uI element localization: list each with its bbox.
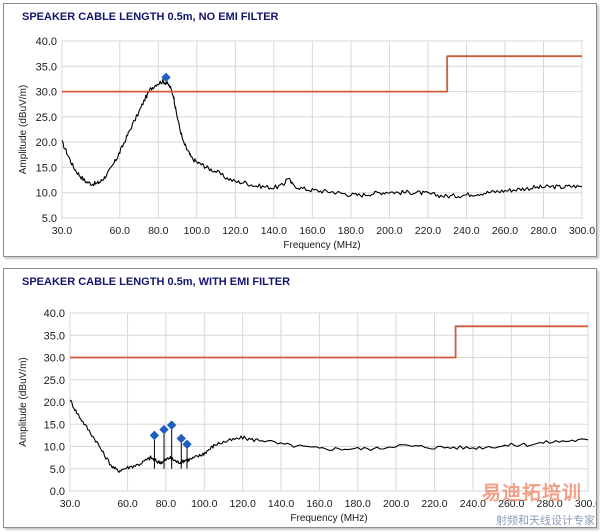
y-tick-label: 30.0 [44, 353, 65, 365]
chart-with-filter: 0.0 5.0 10.0 15.0 20.0 25.0 30.0 35.0 40.0 30.0 60… [18, 308, 596, 524]
y-tick-label: 20.0 [44, 397, 65, 409]
x-tick-label: 300.0 [575, 498, 596, 510]
x-tick-label: 80.0 [156, 498, 177, 510]
y-tick-label: 0.0 [50, 486, 65, 498]
limit-line [70, 325, 588, 359]
y-tick-label: 15.0 [44, 419, 65, 431]
y-tick-label: 10.0 [44, 442, 65, 454]
x-tick-label: 160.0 [306, 498, 332, 510]
y-tick-label: 20.0 [36, 137, 57, 149]
chart-panel-no-filter: SPEAKER CABLE LENGTH 0.5m, NO EMI FILTER… [3, 3, 597, 257]
x-axis-label: Frequency (MHz) [283, 240, 360, 251]
y-tick-label: 40.0 [44, 308, 65, 320]
peak-marker [161, 72, 171, 83]
limit-line [62, 55, 582, 93]
y-tick-label: 35.0 [44, 330, 65, 342]
x-tick-label: 120.0 [230, 498, 256, 510]
y-tick-label: 35.0 [36, 61, 57, 73]
y-tick-label: 30.0 [36, 87, 57, 99]
chart-panel-with-filter: SPEAKER CABLE LENGTH 0.5m, WITH EMI FILT… [3, 268, 597, 528]
watermark-text: 易迪拓培训 [481, 483, 582, 504]
x-tick-label: 200.0 [383, 498, 409, 510]
peak-marker [182, 439, 192, 449]
x-tick-label: 300.0 [569, 225, 595, 237]
x-tick-label: 260.0 [498, 498, 524, 510]
peak-marker [176, 433, 186, 444]
chart-title: SPEAKER CABLE LENGTH 0.5m, NO EMI FILTER [22, 11, 279, 23]
chart-title: SPEAKER CABLE LENGTH 0.5m, WITH EMI FILT… [22, 276, 291, 288]
peak-marker [166, 420, 177, 430]
x-tick-label: 240.0 [460, 498, 486, 510]
y-tick-label: 25.0 [36, 112, 57, 124]
y-axis-label: Amplitude (dBuV/m) [18, 85, 29, 174]
measured-line [69, 399, 589, 473]
x-tick-label: 100.0 [191, 498, 217, 510]
x-tick-label: 180.0 [338, 225, 364, 237]
x-tick-label: 240.0 [453, 225, 479, 237]
y-tick-label: 5.0 [50, 464, 65, 476]
watermark-subtext: 射频和天线设计专家 [496, 515, 595, 527]
y-axis-label: Amplitude (dBuV/m) [18, 357, 29, 446]
y-tick-label: 10.0 [36, 188, 57, 200]
x-tick-label: 140.0 [261, 225, 287, 237]
y-tick-label: 40.0 [36, 36, 57, 48]
x-tick-label: 180.0 [345, 498, 371, 510]
y-tick-label: 15.0 [36, 162, 57, 174]
peak-marker [149, 430, 160, 441]
x-tick-label: 260.0 [492, 225, 518, 237]
x-tick-label: 160.0 [299, 225, 325, 237]
chart-no-filter: 5.0 10.0 15.0 20.0 25.0 30.0 35.0 40.0 30.0 60.0 8… [18, 36, 595, 251]
x-tick-label: 100.0 [184, 225, 210, 237]
x-tick-label: 220.0 [415, 225, 441, 237]
x-tick-label: 220.0 [421, 498, 447, 510]
x-tick-label: 140.0 [268, 498, 294, 510]
x-tick-label: 30.0 [60, 498, 81, 510]
x-tick-label: 120.0 [222, 225, 248, 237]
x-tick-label: 80.0 [148, 225, 169, 237]
x-tick-label: 60.0 [117, 498, 138, 510]
peak-marker [159, 424, 169, 435]
y-tick-label: 5.0 [42, 213, 57, 225]
x-axis-label: Frequency (MHz) [290, 513, 367, 524]
x-tick-label: 200.0 [376, 225, 402, 237]
x-tick-label: 280.0 [530, 225, 556, 237]
x-tick-label: 60.0 [110, 225, 131, 237]
measured-line [61, 79, 583, 199]
x-tick-label: 30.0 [52, 225, 73, 237]
y-tick-label: 25.0 [44, 375, 65, 387]
x-tick-label: 280.0 [536, 498, 562, 510]
